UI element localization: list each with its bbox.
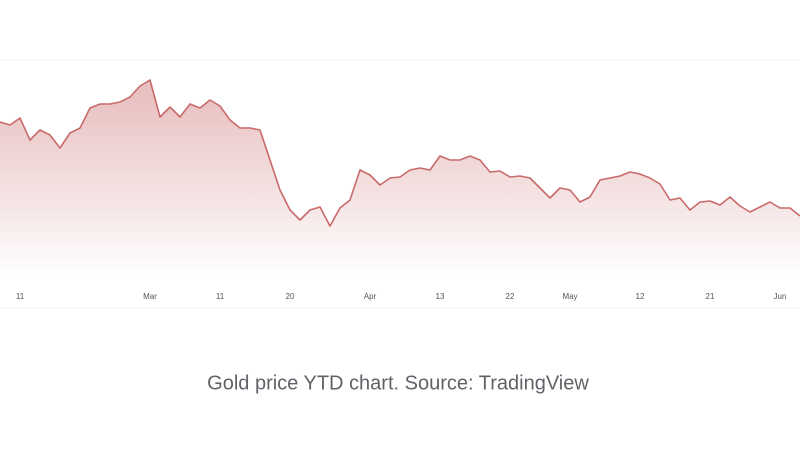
x-tick-label: Apr bbox=[364, 292, 377, 301]
x-tick-label: Jun bbox=[774, 292, 787, 301]
price-line bbox=[0, 79, 800, 227]
area-fill bbox=[0, 80, 800, 280]
x-tick-label: 13 bbox=[436, 292, 445, 301]
x-tick-label: 12 bbox=[636, 292, 645, 301]
x-tick-label: May bbox=[562, 292, 577, 301]
x-tick-label: 11 bbox=[216, 292, 225, 301]
x-tick-label: 21 bbox=[706, 292, 715, 301]
x-tick-label: 20 bbox=[286, 292, 295, 301]
x-tick-label: 22 bbox=[506, 292, 515, 301]
caption: Gold price YTD chart. Source: TradingVie… bbox=[207, 372, 589, 394]
x-tick-label: Mar bbox=[143, 292, 157, 301]
x-tick-label: 11 bbox=[16, 292, 25, 301]
